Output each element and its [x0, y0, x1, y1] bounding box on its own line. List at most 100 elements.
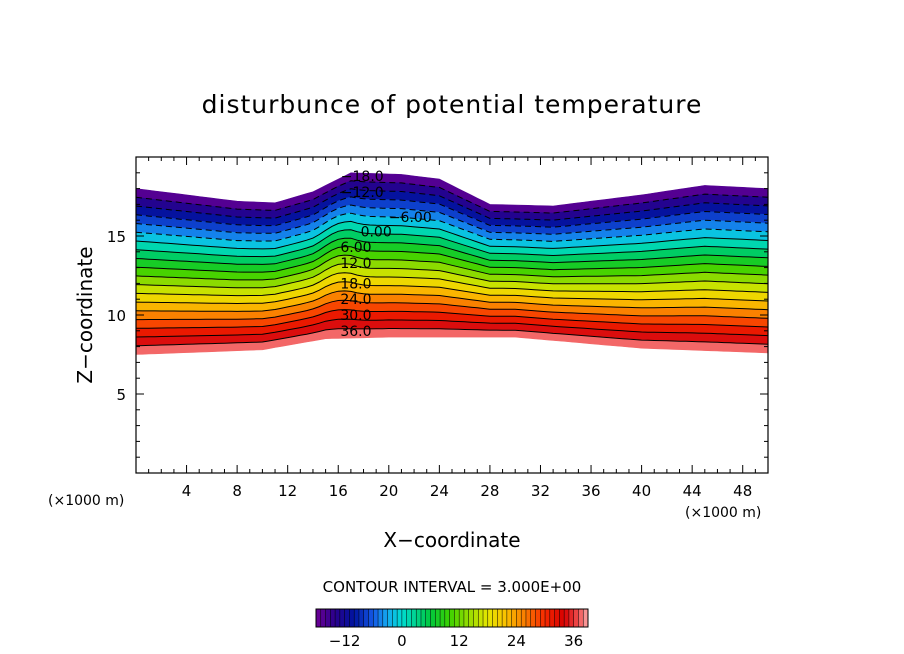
colorbar-cell: [378, 609, 384, 627]
x-tick-label: 16: [329, 482, 348, 500]
colorbar-cell: [502, 609, 508, 627]
colorbar-cell: [392, 609, 398, 627]
colorbar-cell: [497, 609, 503, 627]
x-tick-label: 20: [379, 482, 398, 500]
contour-line: [135, 237, 769, 265]
contour-line: [135, 204, 769, 235]
colorbar-cell: [540, 609, 546, 627]
contour-line: [135, 263, 769, 289]
contour-line: [135, 328, 769, 347]
x-unit-right: (×1000 m): [685, 505, 761, 521]
y-tick-label: 5: [116, 386, 126, 404]
colorbar-cell: [578, 609, 584, 627]
contour-line: [135, 212, 769, 242]
chart-title: disturbunce of potential temperature: [202, 90, 703, 119]
colorbar-cell: [449, 609, 455, 627]
colorbar-cell: [545, 609, 551, 627]
colorbar-cell: [521, 609, 527, 627]
contour-line: [135, 318, 769, 338]
colorbar-cell: [401, 609, 408, 627]
colorbar-cell: [463, 609, 470, 627]
colorbar-cell: [573, 609, 579, 627]
colorbar-cell: [511, 609, 517, 627]
x-tick-label: 40: [632, 482, 651, 500]
x-axis-title: X−coordinate: [383, 528, 520, 552]
colorbar-cell: [568, 609, 575, 627]
colorbar-cell: [530, 609, 536, 627]
x-tick-label: 36: [581, 482, 600, 500]
contour-line: [135, 246, 769, 273]
x-axis-ticks: 4 8 12 16 20 24 28 32 36 40 44 48: [148, 157, 756, 500]
x-tick-label: 28: [480, 482, 499, 500]
contour-line: [135, 229, 769, 258]
contour-label: 36.0: [340, 324, 371, 340]
x-unit-left: (×1000 m): [48, 493, 124, 509]
colorbar-cell: [335, 609, 341, 627]
y-axis-ticks: 5 10 15: [107, 172, 768, 458]
colorbar-cell: [435, 609, 441, 627]
contour-label: 6.00: [340, 240, 371, 256]
colorbar-cell: [354, 609, 360, 627]
colorbar-cell: [339, 609, 346, 627]
x-tick-label: 24: [430, 482, 449, 500]
colorbar: [315, 608, 589, 628]
contour-line: [135, 180, 769, 214]
x-tick-label: 12: [278, 482, 297, 500]
colorbar-cell: [459, 609, 465, 627]
colorbar-cell: [397, 609, 403, 627]
colorbar-tick-label: 24: [507, 632, 526, 650]
colorbar-cell: [382, 609, 388, 627]
colorbar-cell: [444, 609, 451, 627]
colorbar-cell: [440, 609, 446, 627]
colorbar-cell: [325, 609, 331, 627]
colorbar-cell: [416, 609, 422, 627]
contour-line: [135, 188, 769, 221]
colorbar-cell: [473, 609, 479, 627]
colorbar-cell: [358, 609, 365, 627]
x-tick-label: 32: [531, 482, 550, 500]
colorbar-cell: [583, 609, 589, 627]
colorbar-cell: [478, 609, 484, 627]
colorbar-cell: [430, 609, 436, 627]
colorbar-cell: [349, 609, 355, 627]
colorbar-cell: [420, 609, 427, 627]
contour-label: 0.00: [361, 224, 392, 240]
colorbar-cell: [344, 609, 350, 627]
contour-line: [135, 254, 769, 281]
x-tick-label: 44: [683, 482, 702, 500]
colorbar-cell: [554, 609, 560, 627]
colorbar-cell: [330, 609, 336, 627]
colorbar-cell: [368, 609, 374, 627]
colorbar-cell: [487, 609, 493, 627]
y-axis-title: Z−coordinate: [73, 246, 97, 383]
colorbar-frame: [315, 608, 589, 628]
contour-line: [135, 290, 769, 312]
colorbar-cell: [363, 609, 369, 627]
y-tick-label: 10: [107, 307, 126, 325]
colorbar-cell: [320, 609, 326, 627]
contour-line: [135, 272, 769, 297]
x-tick-label: 4: [182, 482, 192, 500]
colorbar-cell: [559, 609, 565, 627]
colorbar-cell: [492, 609, 498, 627]
colorbar-cell: [516, 609, 522, 627]
contour-label: −18.0: [341, 169, 384, 185]
colorbar-cell: [425, 609, 431, 627]
colorbar-cell: [387, 609, 393, 627]
colorbar-tick-label: 36: [564, 632, 583, 650]
colorbar-cell: [468, 609, 474, 627]
contour-line: [135, 281, 769, 305]
contour-label: −6.00: [389, 210, 432, 226]
contour-label: 12.0: [340, 256, 371, 272]
colorbar-cell: [549, 609, 555, 627]
y-tick-label: 15: [107, 228, 126, 246]
contour-label: 24.0: [340, 292, 371, 308]
colorbar-tick-label: −12: [329, 632, 361, 650]
colorbar-cell: [564, 609, 570, 627]
contour-line: [135, 309, 769, 329]
contour-line: [136, 299, 769, 321]
contour-line: [135, 196, 769, 228]
colorbar-cell: [411, 609, 417, 627]
